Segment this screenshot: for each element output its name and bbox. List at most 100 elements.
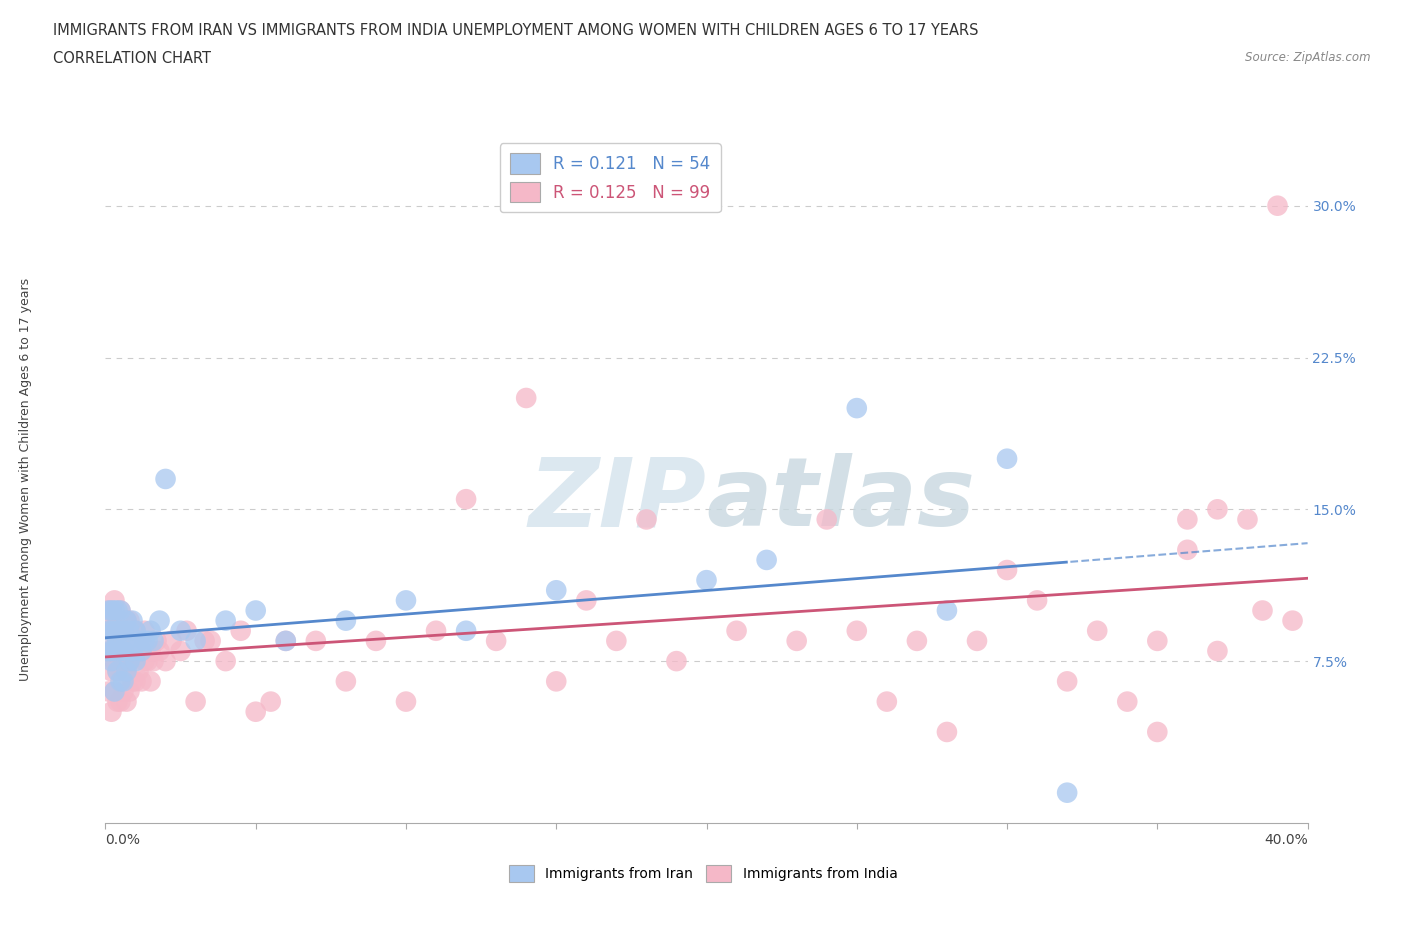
Point	[142, 633, 165, 648]
Point	[1085, 623, 1108, 638]
Point	[121, 644, 143, 658]
Point	[395, 593, 418, 608]
Point	[905, 633, 928, 648]
Point	[605, 633, 627, 648]
Text: 0.0%: 0.0%	[105, 833, 141, 847]
Point	[725, 623, 748, 638]
Point	[107, 664, 129, 679]
Point	[546, 583, 568, 598]
Point	[115, 633, 138, 648]
Legend: R = 0.121   N = 54, R = 0.125   N = 99: R = 0.121 N = 54, R = 0.125 N = 99	[501, 143, 721, 212]
Point	[176, 623, 198, 638]
Text: Source: ZipAtlas.com: Source: ZipAtlas.com	[1246, 51, 1371, 64]
Point	[115, 613, 138, 628]
Point	[1251, 603, 1274, 618]
Point	[118, 684, 141, 699]
Point	[124, 654, 146, 669]
Point	[425, 623, 447, 638]
Point	[110, 623, 132, 638]
Point	[485, 633, 508, 648]
Point	[112, 684, 135, 699]
Point	[155, 472, 177, 486]
Point	[139, 623, 162, 638]
Point	[118, 633, 141, 648]
Point	[260, 694, 283, 709]
Point	[124, 623, 146, 638]
Point	[1146, 633, 1168, 648]
Point	[97, 644, 120, 658]
Point	[665, 654, 688, 669]
Point	[124, 644, 146, 658]
Point	[139, 674, 162, 689]
Point	[110, 623, 132, 638]
Point	[110, 603, 132, 618]
Point	[364, 633, 387, 648]
Point	[115, 613, 138, 628]
Point	[112, 654, 135, 669]
Text: 40.0%: 40.0%	[1264, 833, 1308, 847]
Point	[112, 623, 135, 638]
Point	[786, 633, 808, 648]
Point	[1267, 198, 1289, 213]
Point	[546, 674, 568, 689]
Point	[124, 674, 146, 689]
Point	[1175, 512, 1198, 527]
Point	[107, 633, 129, 648]
Point	[107, 623, 129, 638]
Point	[134, 623, 156, 638]
Point	[97, 603, 120, 618]
Text: ZIP: ZIP	[529, 453, 707, 546]
Point	[139, 644, 162, 658]
Point	[97, 684, 120, 699]
Point	[995, 451, 1018, 466]
Point	[115, 633, 138, 648]
Point	[121, 674, 143, 689]
Point	[200, 633, 222, 648]
Point	[454, 623, 477, 638]
Point	[1175, 542, 1198, 557]
Point	[575, 593, 598, 608]
Point	[134, 633, 156, 648]
Point	[845, 401, 868, 416]
Point	[995, 563, 1018, 578]
Point	[274, 633, 297, 648]
Point	[755, 552, 778, 567]
Point	[128, 633, 150, 648]
Point	[100, 704, 122, 719]
Point	[131, 674, 153, 689]
Point	[136, 654, 159, 669]
Point	[100, 623, 122, 638]
Point	[118, 613, 141, 628]
Point	[160, 633, 183, 648]
Point	[184, 694, 207, 709]
Point	[515, 391, 537, 405]
Point	[1056, 674, 1078, 689]
Point	[115, 664, 138, 679]
Point	[1116, 694, 1139, 709]
Point	[115, 694, 138, 709]
Point	[131, 644, 153, 658]
Point	[103, 623, 125, 638]
Point	[335, 613, 357, 628]
Point	[1026, 593, 1049, 608]
Point	[103, 593, 125, 608]
Point	[1056, 785, 1078, 800]
Point	[1206, 644, 1229, 658]
Point	[100, 603, 122, 618]
Point	[274, 633, 297, 648]
Point	[148, 644, 170, 658]
Point	[454, 492, 477, 507]
Point	[97, 644, 120, 658]
Point	[121, 613, 143, 628]
Point	[305, 633, 328, 648]
Point	[103, 603, 125, 618]
Point	[636, 512, 658, 527]
Point	[184, 633, 207, 648]
Point	[1236, 512, 1258, 527]
Point	[112, 674, 135, 689]
Point	[100, 664, 122, 679]
Point	[103, 654, 125, 669]
Point	[107, 664, 129, 679]
Point	[103, 613, 125, 628]
Point	[876, 694, 898, 709]
